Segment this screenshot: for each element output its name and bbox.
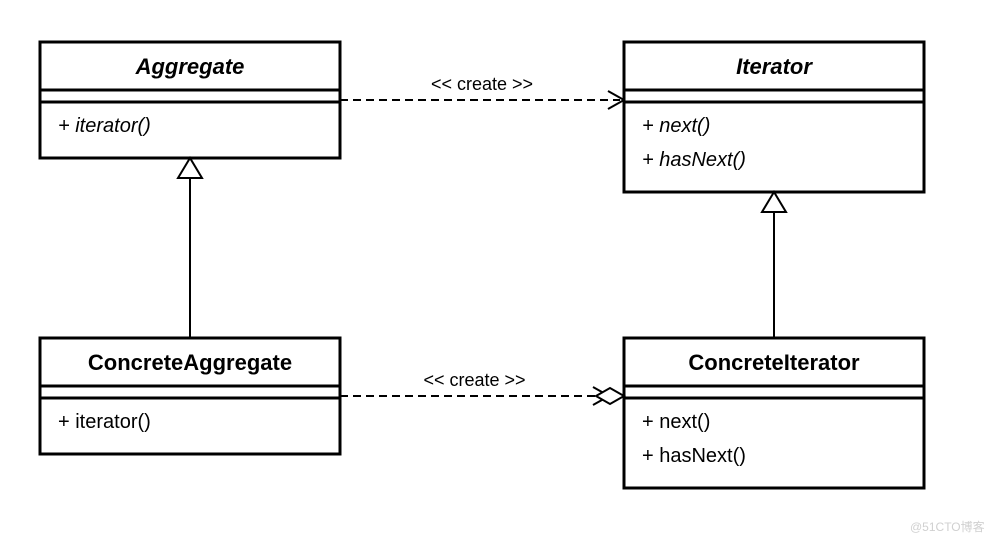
class-method: + hasNext() [642,445,746,467]
class-method: + iterator() [58,115,151,137]
edge-label: << create >> [423,370,525,390]
class-method: + next() [642,411,710,433]
class-name: ConcreteIterator [688,350,860,375]
uml-class-diagram: Aggregate + iterator() Iterator + next() + h… [0,0,990,538]
class-method: + hasNext() [642,149,746,171]
class-method: + next() [642,115,710,137]
class-iterator: Iterator + next() + hasNext() [624,42,924,192]
concrete-aggregate-creates-concrete-iterator: << create >> [340,370,609,405]
edge-label: << create >> [431,74,533,94]
class-name: Aggregate [135,54,245,79]
watermark: @51CTO博客 [910,518,985,535]
class-name: ConcreteAggregate [88,350,292,375]
class-concreteIterator: ConcreteIterator + next() + hasNext() [624,338,924,488]
aggregate-creates-iterator: << create >> [340,74,624,109]
class-method: + iterator() [58,411,151,433]
concrete-aggregate-inherits-aggregate [178,158,202,338]
class-aggregate: Aggregate + iterator() [40,42,340,158]
concrete-iterator-inherits-iterator [762,192,786,338]
class-concreteAggregate: ConcreteAggregate + iterator() [40,338,340,454]
class-name: Iterator [736,54,813,79]
